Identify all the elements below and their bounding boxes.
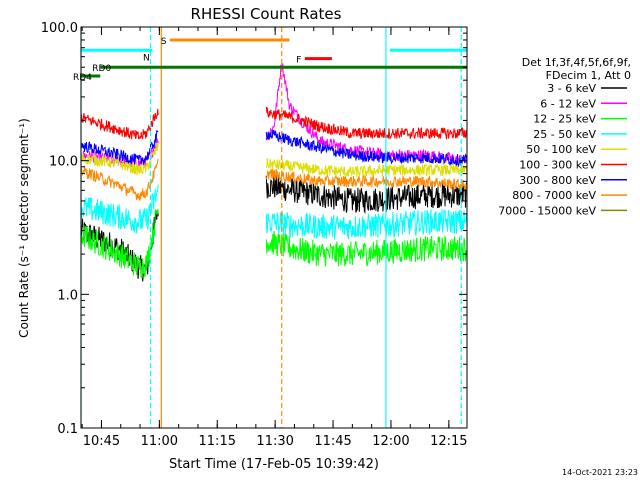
series-line-12-25kev-post (265, 230, 467, 267)
legend: Det 1f,3f,4f,5f,6f,9f,FDecim 1, Att 03 -… (498, 56, 631, 217)
plot-frame (80, 26, 468, 429)
chart-title: RHESSI Count Rates (191, 5, 342, 23)
y-tick-label: 0.1 (57, 422, 78, 437)
flag-label-rd4: RD4 (73, 73, 92, 83)
x-tick-label: 11:45 (314, 434, 351, 449)
flag-label-n: N (143, 54, 150, 64)
x-tick-label: 11:15 (199, 434, 236, 449)
x-axis: 10:45 11:00 11:15 11:30 11:45 12:00 12:15 (81, 27, 468, 449)
series-line-50-100kev-post (265, 158, 467, 178)
legend-label: 12 - 25 keV (533, 113, 596, 126)
legend-label: 6 - 12 keV (540, 97, 596, 110)
series-line-25-50kev-pre (81, 184, 159, 234)
footer-timestamp: 14-Oct-2021 23:23 (562, 468, 638, 477)
series-line-100-300kev-post (265, 106, 467, 140)
series-line-25-50kev-post (265, 208, 467, 240)
legend-label: 50 - 100 keV (526, 143, 596, 156)
y-tick-label: 100.0 (41, 21, 78, 36)
series-line-12-25kev-pre (81, 208, 159, 279)
legend-label: 7000 - 15000 keV (498, 204, 596, 217)
legend-header-line: Det 1f,3f,4f,5f,6f,9f, (522, 56, 631, 69)
legend-label: 3 - 6 keV (547, 82, 596, 95)
x-tick-label: 10:45 (83, 434, 120, 449)
y-axis: 0.1 1.0 10.0 100.0 (41, 21, 467, 437)
flag-label-s: S (161, 37, 167, 47)
series-line-800-7000kev-post (265, 168, 467, 191)
series-line-300-800kev-post (265, 130, 467, 168)
legend-label: 25 - 50 keV (533, 128, 596, 141)
y-tick-label: 1.0 (57, 288, 78, 303)
x-axis-label: Start Time (17-Feb-05 10:39:42) (169, 457, 379, 472)
y-tick-label: 10.0 (49, 155, 78, 170)
series-line-300-800kev-pre (81, 130, 159, 165)
series-line-6-12kev-post (265, 63, 467, 165)
legend-label: 100 - 300 keV (519, 159, 596, 172)
series-line-3-6kev-post (265, 174, 467, 214)
series-line-100-300kev-pre (81, 108, 159, 140)
series-line-800-7000kev-pre (81, 158, 159, 201)
x-tick-label: 12:00 (372, 434, 409, 449)
x-tick-label: 11:00 (141, 434, 178, 449)
legend-label: 300 - 800 keV (519, 174, 596, 187)
legend-header-line: FDecim 1, Att 0 (546, 69, 631, 82)
legend-label: 800 - 7000 keV (512, 189, 596, 202)
flag-label-f: F (296, 56, 301, 66)
x-tick-label: 11:30 (256, 434, 293, 449)
y-axis-label: Count Rate (s⁻¹ detector segment⁻¹) (17, 118, 31, 338)
flag-label-rd0: RD0 (92, 64, 111, 74)
x-tick-label: 12:15 (430, 434, 467, 449)
